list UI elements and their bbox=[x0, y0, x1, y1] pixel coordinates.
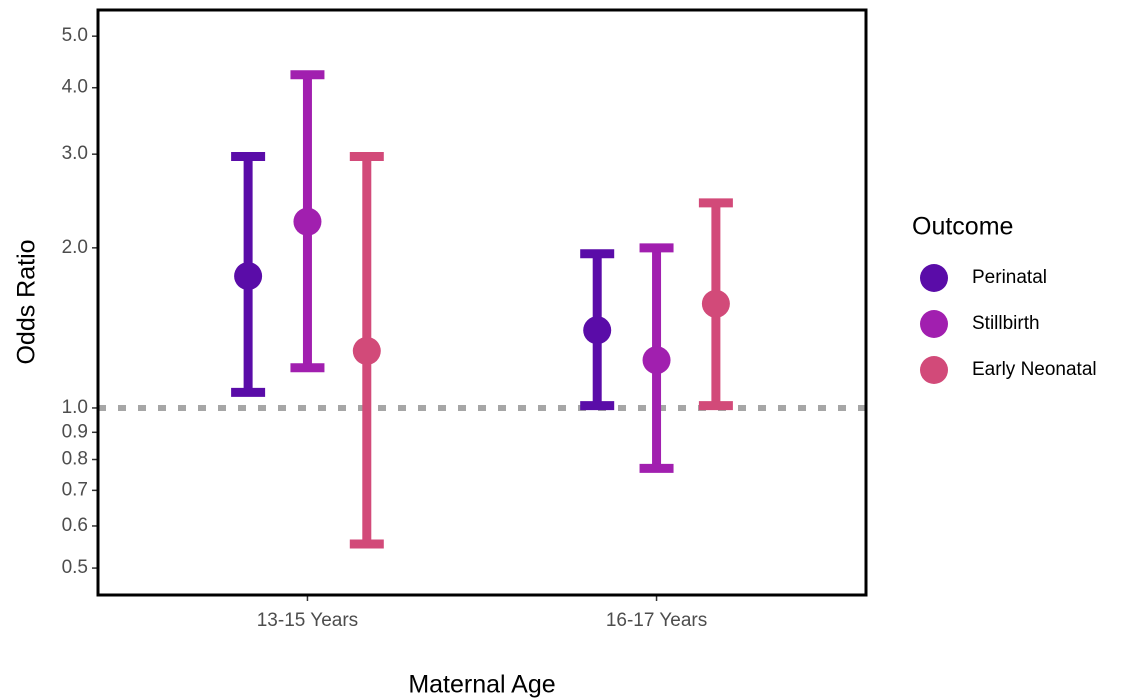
x-tick-label: 16-17 Years bbox=[606, 610, 707, 631]
y-axis-title: Odds Ratio bbox=[13, 239, 41, 364]
y-tick-label: 2.0 bbox=[62, 237, 88, 258]
y-tick-label: 0.9 bbox=[62, 421, 88, 442]
legend-label: Perinatal bbox=[972, 267, 1047, 288]
y-tick-label: 0.5 bbox=[62, 557, 88, 578]
x-axis-title: Maternal Age bbox=[408, 671, 555, 699]
y-tick-label: 3.0 bbox=[62, 143, 88, 164]
legend-swatch bbox=[920, 264, 948, 292]
legend-label: Early Neonatal bbox=[972, 359, 1097, 380]
y-tick-label: 4.0 bbox=[62, 77, 88, 98]
y-tick-label: 5.0 bbox=[62, 25, 88, 46]
y-tick-label: 0.7 bbox=[62, 479, 88, 500]
panel-border bbox=[96, 8, 868, 597]
point bbox=[642, 346, 671, 375]
point bbox=[583, 316, 612, 345]
legend-swatch bbox=[920, 356, 948, 384]
y-tick-label: 0.8 bbox=[62, 449, 88, 470]
y-tick-label: 1.0 bbox=[62, 397, 88, 418]
point bbox=[352, 336, 381, 365]
y-tick-label: 0.6 bbox=[62, 515, 88, 536]
point bbox=[234, 262, 263, 291]
point bbox=[293, 207, 322, 236]
x-tick-label: 13-15 Years bbox=[257, 610, 358, 631]
legend-title: Outcome bbox=[912, 213, 1013, 241]
legend-swatch bbox=[920, 310, 948, 338]
legend-label: Stillbirth bbox=[972, 313, 1040, 334]
point bbox=[701, 289, 730, 318]
